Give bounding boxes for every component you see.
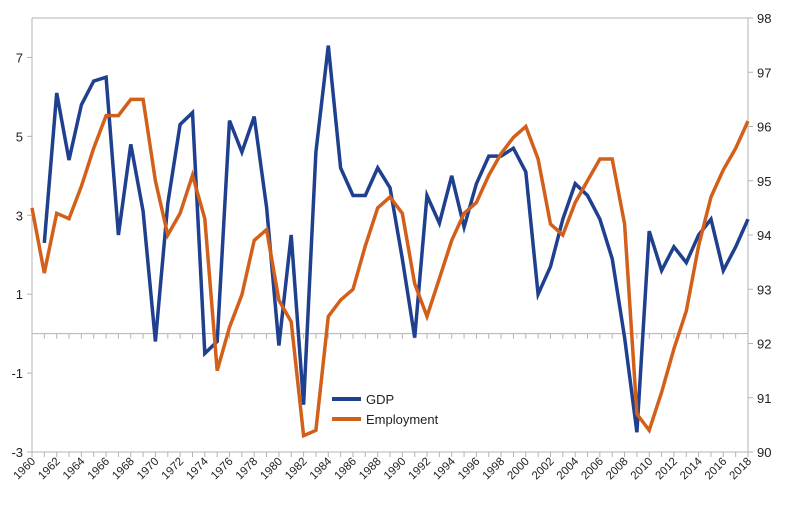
y-tick-label: -1	[11, 366, 23, 381]
x-tick-label: 1982	[283, 456, 310, 483]
x-tick-label: 1994	[431, 455, 458, 482]
x-tick-label: 2006	[579, 456, 606, 483]
y-tick-label: 7	[16, 50, 23, 65]
legend: GDP Employment	[332, 392, 439, 427]
x-tick-label: 1988	[357, 456, 384, 483]
x-tick-label: 1976	[209, 456, 236, 483]
x-tick-label: 1978	[234, 456, 261, 483]
y2-tick-label: 95	[757, 174, 771, 189]
x-tick-label: 1964	[61, 455, 88, 482]
x-tick-label: 2008	[604, 456, 631, 483]
legend-employment-label: Employment	[366, 412, 439, 427]
y2-tick-label: 93	[757, 282, 771, 297]
x-tick-label: 2016	[703, 456, 730, 483]
series-lines	[30, 45, 750, 439]
x-tick-label: 1984	[308, 455, 335, 482]
x-tick-label: 1998	[481, 456, 508, 483]
y2-tick-label: 92	[757, 337, 771, 352]
x-tick-label: 2010	[629, 456, 656, 483]
x-tick-label: 1990	[382, 456, 409, 483]
x-tick-label: 1996	[456, 456, 483, 483]
x-tick-label: 2002	[530, 456, 557, 483]
y2-tick-label: 96	[757, 120, 771, 135]
y2-tick-label: 94	[757, 228, 771, 243]
series-line-employment	[30, 97, 750, 439]
x-tick-label: 1970	[135, 456, 162, 483]
y2-tick-label: 97	[757, 65, 771, 80]
x-tick-label: 2018	[728, 456, 755, 483]
x-tick-label: 1966	[86, 456, 113, 483]
x-tick-label: 1974	[184, 455, 211, 482]
x-tick-label: 1968	[110, 456, 137, 483]
y-tick-label: 3	[16, 208, 23, 223]
x-tick-label: 2004	[555, 455, 582, 482]
x-tick-label: 2012	[653, 456, 680, 483]
x-tick-label: 2014	[678, 455, 705, 482]
x-tick-label: 1980	[258, 456, 285, 483]
series-line-gdp	[42, 45, 750, 433]
x-tick-label: 1962	[36, 456, 63, 483]
y-tick-label: 1	[16, 287, 23, 302]
y-tick-label: -3	[11, 445, 23, 460]
y2-tick-label: 90	[757, 445, 771, 460]
x-tick-label: 1972	[160, 456, 187, 483]
y2-tick-label: 98	[757, 11, 771, 26]
legend-gdp-label: GDP	[366, 392, 394, 407]
x-tick-label: 2000	[505, 456, 532, 483]
y-tick-label: 5	[16, 129, 23, 144]
x-tick-label: 1986	[333, 456, 360, 483]
x-tick-label: 1992	[407, 456, 434, 483]
y2-tick-label: 91	[757, 391, 771, 406]
